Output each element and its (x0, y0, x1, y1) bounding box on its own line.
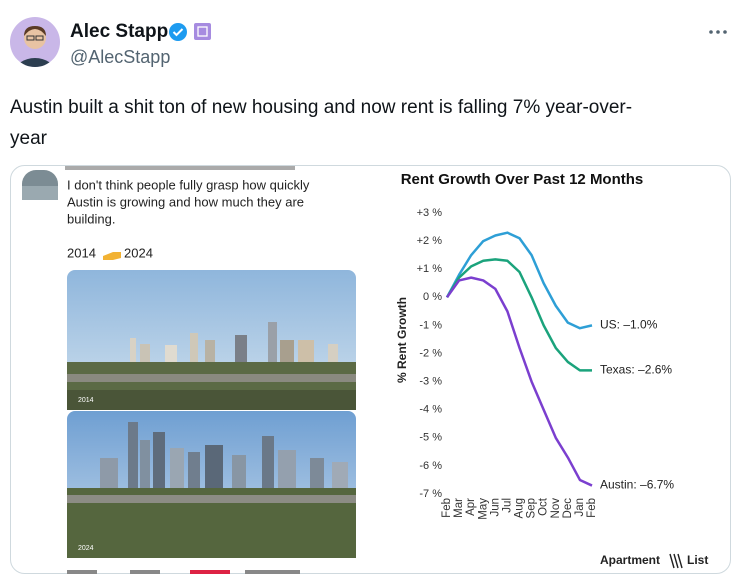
y-tick-label: -4 % (419, 404, 442, 416)
cut-header (65, 166, 295, 170)
pointing-hand (103, 252, 121, 260)
photo-caption: 2024 (78, 545, 94, 552)
apartment-list-logo: Apartment List (600, 553, 708, 569)
chart-title: Rent Growth Over Past 12 Months (401, 171, 644, 188)
x-tick-label: Jun (489, 498, 501, 517)
avatar[interactable] (10, 17, 60, 86)
x-tick-label: Feb (441, 498, 453, 518)
series-line (445, 231, 593, 330)
y-tick-label: -3 % (419, 376, 442, 388)
x-tick-label: Feb (586, 498, 598, 518)
y-tick-label: -2 % (419, 347, 442, 359)
logo-text: List (687, 553, 708, 567)
tweet-text: year (10, 128, 48, 149)
cut-action-bar (67, 570, 300, 574)
x-tick-label: Nov (550, 498, 562, 519)
y-tick-label: +1 % (417, 263, 443, 275)
y-tick-label: +3 % (417, 207, 443, 219)
x-tick-label: Apr (465, 498, 477, 516)
end-label: Austin: –6.7% (600, 478, 674, 492)
quoted-text: Austin is growing and how much they are (67, 194, 304, 209)
tweet-text: Austin built a shit ton of new housing a… (10, 97, 632, 118)
year-to: 2024 (124, 245, 153, 260)
quoted-avatar-city (22, 186, 58, 200)
y-tick-label: -7 % (419, 488, 442, 500)
x-tick-label: May (477, 498, 489, 520)
display-name[interactable]: Alec Stapp (70, 21, 168, 42)
y-axis-label: % Rent Growth (395, 297, 409, 383)
x-tick-label: Dec (562, 498, 574, 519)
x-tick-label: Jul (501, 498, 513, 513)
more-menu[interactable] (709, 30, 727, 34)
photo-2024[interactable] (67, 411, 356, 558)
quoted-text: building. (67, 211, 115, 226)
y-tick-label: -5 % (419, 432, 442, 444)
y-tick-label: -1 % (419, 319, 442, 331)
x-tick-label: Oct (538, 497, 550, 516)
series-line (445, 276, 593, 487)
year-from: 2014 (67, 245, 96, 260)
series-line (445, 258, 592, 372)
x-tick-label: Sep (526, 498, 538, 518)
x-tick-label: Jan (574, 498, 586, 517)
affiliate-icon (197, 26, 208, 37)
x-tick-label: Mar (453, 498, 465, 518)
end-label: US: –1.0% (600, 318, 658, 332)
quoted-text: I don't think people fully grasp how qui… (67, 177, 310, 192)
affiliate-badge (194, 23, 211, 40)
logo-text: Apartment (600, 553, 660, 567)
verified-badge (169, 23, 187, 41)
photo-caption: 2014 (78, 397, 94, 404)
photo-2014[interactable] (67, 270, 356, 410)
end-label: Texas: –2.6% (600, 363, 672, 377)
x-tick-label: Aug (514, 498, 526, 518)
y-tick-label: -6 % (419, 460, 442, 472)
handle[interactable]: @AlecStapp (70, 47, 170, 67)
y-tick-label: 0 % (423, 291, 442, 303)
verified-check (172, 28, 184, 37)
plot: +3 % +2 % +1 % 0 % -1 % -2 % -3 % -4 % -5 % -6 % -… (417, 207, 675, 520)
y-tick-label: +2 % (417, 235, 443, 247)
